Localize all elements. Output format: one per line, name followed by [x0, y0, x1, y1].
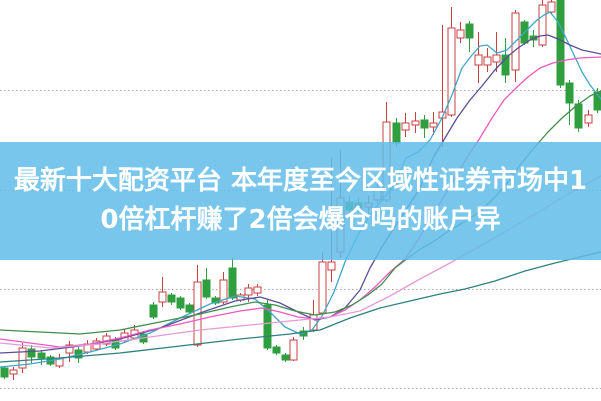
candle-body	[158, 291, 167, 303]
candle-body	[9, 369, 18, 375]
candle-body	[456, 29, 465, 39]
candle-body	[281, 354, 290, 361]
headline-overlay-band: 最新十大配资平台 本年度至今区域性证券市场中1 0倍杠杆赚了2倍会爆仓吗的账户异	[0, 142, 601, 260]
candle-body	[401, 122, 410, 131]
candle-body	[565, 82, 574, 104]
ma-magenta-line	[0, 56, 601, 348]
candle-body	[37, 352, 46, 359]
candle-body	[289, 339, 298, 361]
ma-teal-slow-line	[0, 251, 601, 363]
candle-body	[538, 4, 547, 46]
candle-body	[574, 103, 583, 129]
candle-body	[228, 267, 237, 299]
candle-body	[244, 287, 253, 296]
candle-body	[149, 304, 158, 318]
candle-body	[202, 279, 211, 298]
candle-body	[65, 344, 74, 354]
candle-body	[272, 346, 281, 354]
candle-body	[318, 261, 327, 314]
candle-body	[492, 54, 501, 63]
candle-body	[185, 304, 194, 313]
candle-body	[167, 294, 176, 303]
candle-body	[253, 286, 262, 294]
candle-body	[556, 0, 565, 86]
candle-body	[429, 122, 438, 128]
candle-body	[176, 297, 185, 309]
candle-body	[420, 119, 429, 129]
candle-body	[18, 347, 27, 369]
candle-body	[27, 348, 36, 358]
candle-body	[411, 120, 420, 126]
candle-body	[219, 279, 228, 303]
candle-body	[547, 1, 556, 13]
candle-body	[392, 122, 401, 144]
candle-body	[447, 27, 456, 116]
headline-line-1: 最新十大配资平台 本年度至今区域性证券市场中1	[13, 166, 588, 196]
candle-body	[483, 56, 492, 66]
candle-body	[474, 54, 483, 66]
candle-body	[584, 114, 593, 124]
candle-body	[501, 54, 510, 76]
candle-body	[263, 304, 272, 349]
candle-body	[327, 261, 336, 271]
candle-body	[0, 367, 9, 378]
candle-body	[465, 23, 474, 39]
headline-line-2: 0倍杠杆赚了2倍会爆仓吗的账户异	[100, 205, 501, 235]
